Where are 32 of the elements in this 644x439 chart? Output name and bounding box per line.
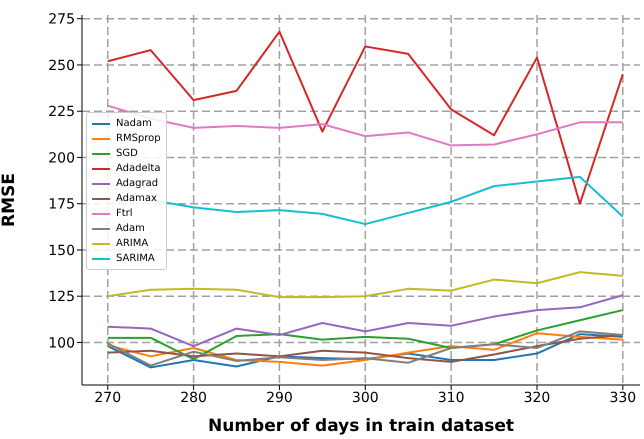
legend-label: Adagrad [116, 177, 158, 191]
x-tick-label: 330 [609, 390, 636, 406]
line-series [106, 309, 624, 360]
y-tick-label: 200 [48, 150, 75, 166]
y-axis-title: RMSE [0, 173, 20, 227]
x-tick-label: 310 [438, 390, 465, 406]
x-tick-label: 280 [180, 390, 207, 406]
y-tick-label: 275 [48, 12, 75, 28]
y-tick-label: 225 [48, 104, 75, 120]
legend-label: ARIMA [116, 237, 148, 251]
y-tick-label: 150 [48, 242, 75, 259]
y-tick-label: 100 [48, 335, 75, 352]
x-tick-label: 300 [352, 390, 379, 406]
y-tick-label: 175 [48, 196, 75, 213]
x-tick-label: 320 [524, 390, 550, 406]
line-series [106, 104, 624, 146]
y-tick-label: 125 [48, 289, 75, 306]
line-series [106, 271, 624, 298]
legend-label: SARIMA [116, 252, 155, 266]
x-tick-label: 290 [266, 390, 293, 406]
line-series [106, 294, 624, 348]
legend-label: SGD [116, 147, 138, 161]
legend-label: Adadelta [116, 162, 160, 176]
legend-label: Adam [116, 222, 145, 236]
x-axis-title: Number of days in train dataset [208, 416, 514, 436]
legend-label: Adamax [116, 192, 157, 206]
legend-label: RMSprop [116, 132, 161, 146]
legend-label: Ftrl [116, 207, 133, 221]
legend-label: Nadam [116, 117, 152, 131]
y-tick-label: 250 [48, 58, 75, 74]
line-series [106, 30, 624, 205]
x-tick-label: 270 [94, 390, 122, 406]
